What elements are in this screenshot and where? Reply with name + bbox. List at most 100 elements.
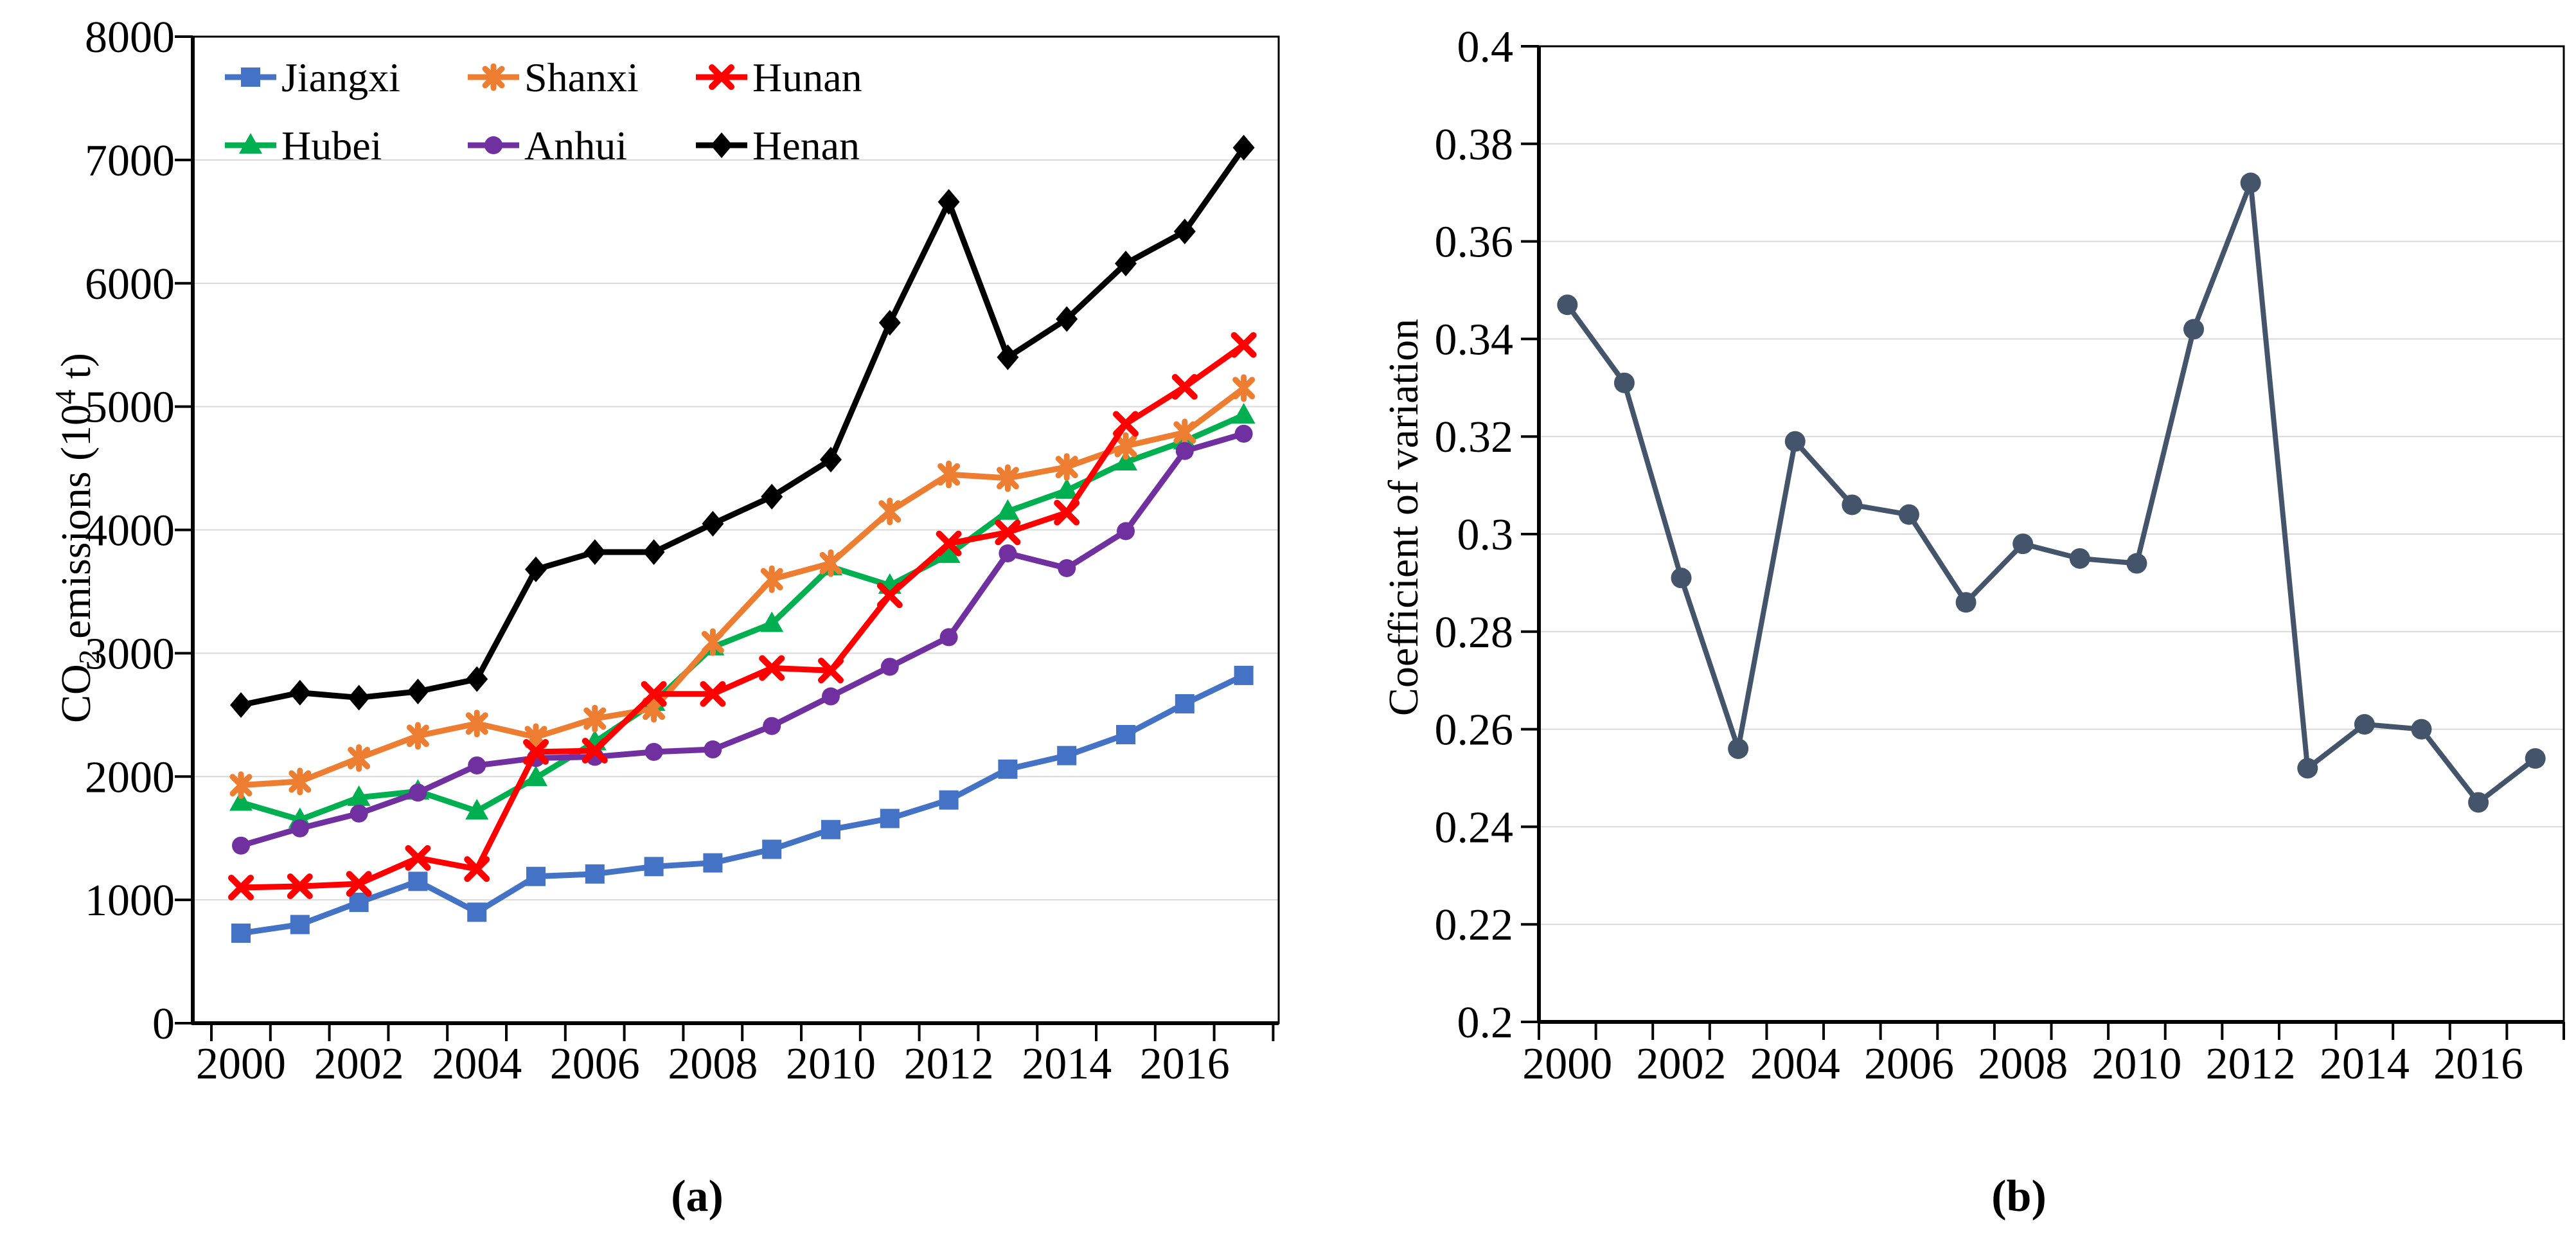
x-tick-label: 2006 [1864, 1039, 1954, 1089]
y-tick-label: 2000 [85, 753, 175, 802]
data-point-marker [2012, 533, 2034, 555]
data-point-marker [939, 790, 959, 810]
data-point-marker [231, 923, 251, 943]
data-point-marker [2240, 172, 2261, 193]
x-tick-label: 2012 [904, 1039, 994, 1089]
data-point-marker [2069, 548, 2090, 569]
data-point-marker [348, 746, 371, 769]
data-point-marker [997, 344, 1019, 370]
caption-b: (b) [1991, 1172, 2047, 1221]
data-point-marker [998, 759, 1018, 779]
data-point-marker [2297, 758, 2318, 779]
data-point-marker [1056, 306, 1078, 332]
data-point-marker [937, 463, 961, 486]
data-point-marker [1784, 431, 1806, 452]
data-point-marker [2525, 748, 2546, 769]
data-point-marker [1671, 568, 1692, 589]
panel-b-y-axis-title: Coefficient of variation [1380, 228, 1428, 807]
legend-label: Jiangxi [281, 55, 400, 100]
x-tick-label: 2008 [668, 1039, 758, 1089]
data-point-marker [1114, 434, 1137, 458]
ylabel-a-mid: emissions (10 [52, 404, 100, 650]
data-point-marker [465, 798, 489, 819]
data-point-marker [466, 666, 488, 692]
data-point-marker [939, 628, 958, 647]
data-point-marker [346, 871, 372, 897]
data-point-marker [468, 756, 486, 774]
data-point-marker [409, 783, 427, 802]
legend-label: Hubei [281, 123, 382, 168]
y-tick-label: 0.26 [1435, 706, 1514, 755]
series-line [238, 431, 1247, 849]
panel-b: 0.2 0.22 0.24 0.26 0.28 0.3 0.32 0.34 0.36 0.38 0.… [1435, 22, 2565, 1089]
series-line [1565, 180, 2538, 805]
data-point-marker [348, 684, 370, 711]
data-point-marker [820, 447, 842, 473]
ylabel-b-text: Coefficient of variation [1380, 318, 1427, 717]
caption-a: (a) [671, 1172, 724, 1221]
data-point-marker [641, 681, 667, 707]
data-point-marker [760, 611, 784, 632]
data-point-marker [582, 737, 608, 764]
x-tick-label: 2000 [1522, 1039, 1612, 1089]
data-point-marker [937, 542, 961, 563]
data-point-marker [760, 568, 783, 591]
data-point-marker [996, 467, 1019, 490]
data-point-marker [484, 136, 502, 154]
data-point-marker [1898, 504, 1919, 525]
data-point-marker [1057, 746, 1077, 765]
data-point-marker [229, 790, 253, 811]
y-tick-label: 0.32 [1435, 413, 1514, 462]
data-point-marker [936, 530, 962, 557]
data-point-marker [709, 64, 734, 90]
x-tick-label: 2010 [786, 1039, 876, 1089]
series-henan [230, 134, 1255, 718]
data-point-marker [287, 873, 313, 900]
series-anhui [232, 424, 1253, 855]
ylabel-a-co: CO [52, 664, 100, 724]
y-tick-label: 5000 [85, 383, 175, 433]
y-tick-label: 1000 [85, 876, 175, 926]
data-point-marker [759, 655, 785, 681]
data-point-marker [711, 132, 733, 158]
data-point-marker [1116, 725, 1135, 745]
data-point-marker [290, 915, 310, 934]
data-point-marker [818, 657, 844, 684]
legend-label: Anhui [524, 123, 627, 168]
data-point-marker [1055, 478, 1079, 499]
data-point-marker [1232, 403, 1256, 424]
data-point-marker [644, 857, 664, 877]
data-point-marker [701, 630, 724, 654]
data-point-marker [407, 678, 429, 704]
data-point-marker [1113, 411, 1139, 437]
data-point-marker [700, 681, 726, 707]
data-point-marker [289, 679, 311, 706]
legend-label: Henan [752, 123, 860, 168]
series-hunan [228, 332, 1257, 900]
y-tick-label: 7000 [85, 136, 175, 186]
data-point-marker [822, 687, 840, 706]
data-point-marker [2468, 792, 2489, 813]
y-tick-label: 0.2 [1457, 998, 1514, 1048]
y-tick-label: 0 [152, 999, 175, 1049]
data-point-marker [229, 774, 253, 797]
data-point-marker [1728, 738, 1749, 759]
x-tick-label: 2004 [1750, 1039, 1840, 1089]
data-point-marker [232, 836, 250, 855]
y-tick-label: 0.38 [1435, 120, 1514, 170]
data-point-marker [761, 483, 783, 510]
data-point-marker [821, 819, 840, 839]
data-point-marker [289, 770, 312, 793]
data-point-marker [1171, 373, 1198, 400]
series-line [238, 412, 1247, 823]
data-point-marker [995, 519, 1021, 546]
data-point-marker [1232, 377, 1256, 400]
data-point-marker [876, 582, 903, 609]
data-point-marker [467, 902, 487, 922]
data-point-marker [524, 765, 547, 787]
data-point-marker [937, 189, 960, 215]
y-tick-label: 4000 [85, 506, 175, 556]
data-point-marker [1234, 665, 1254, 685]
